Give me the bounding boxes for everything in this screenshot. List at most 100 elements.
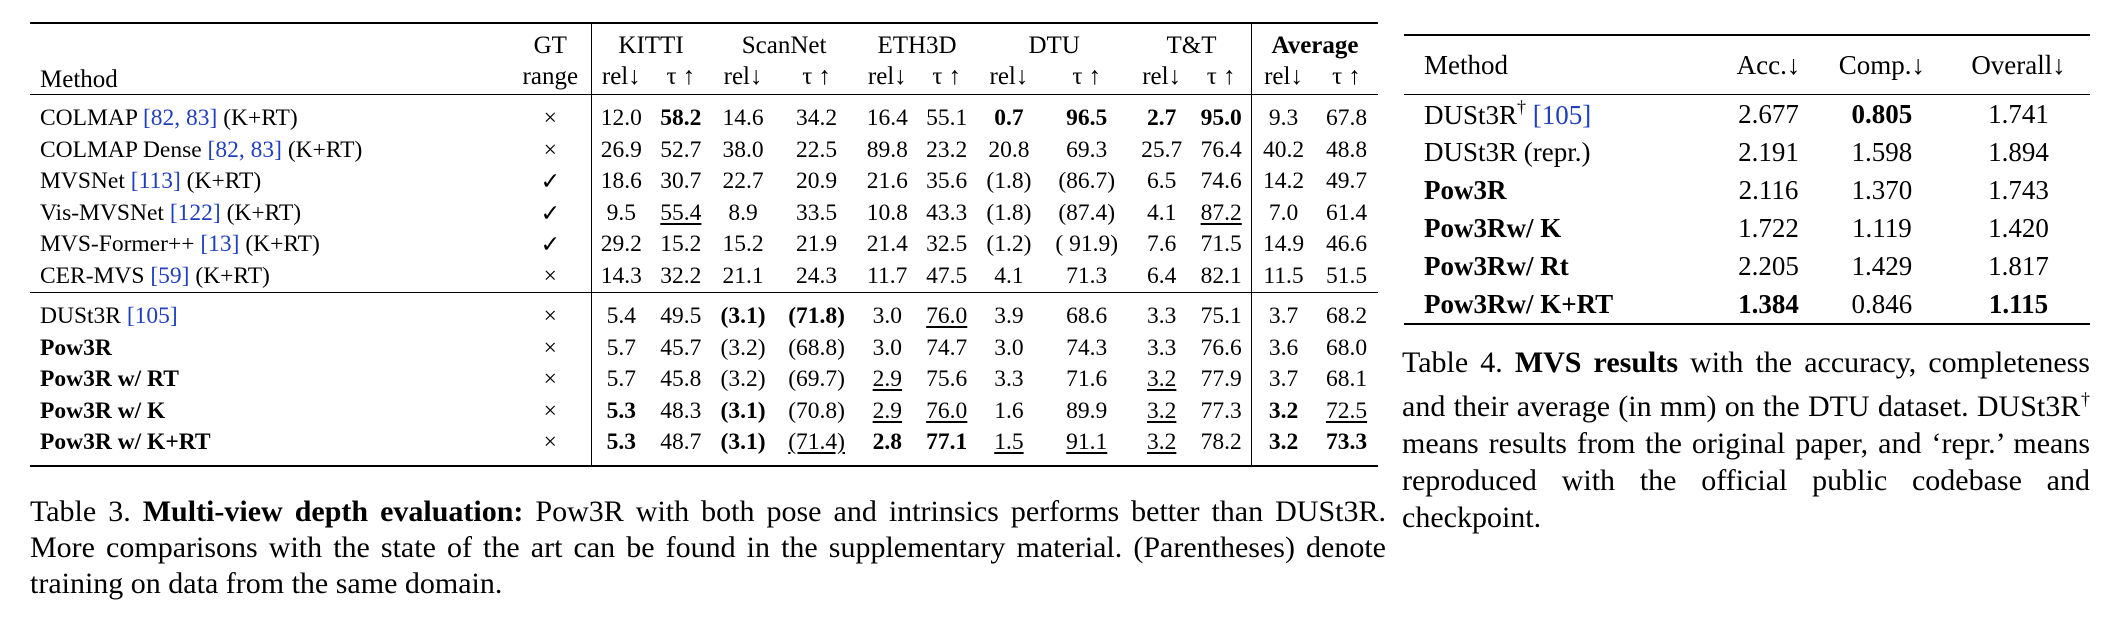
value-cell: 1.6 xyxy=(976,396,1041,428)
value: 45.8 xyxy=(660,366,702,393)
method-cell: Pow3Rw/ Rt xyxy=(1404,247,1720,285)
value-cell: 30.7 xyxy=(651,166,710,198)
value-cell: 5.3 xyxy=(590,395,652,427)
value-cell: 1.5 xyxy=(976,427,1042,467)
value-cell: 3.7 xyxy=(1251,364,1316,396)
dagger-mark: † xyxy=(1517,97,1527,117)
column-header: Method xyxy=(1404,34,1721,95)
caption-text: with the accuracy, completeness and thei… xyxy=(1402,346,2090,423)
value-cell: 89.8 xyxy=(858,135,917,167)
method-suffix: (K+RT) xyxy=(281,136,363,163)
value-cell: 1.894 xyxy=(1988,136,2049,167)
value-cell: 69.3 xyxy=(1041,135,1132,167)
caption-label: Table 4. xyxy=(1402,346,1515,379)
value-cell: 43.3 xyxy=(917,198,976,230)
value-cell: 3.2 xyxy=(1132,396,1191,428)
caption-bold: MVS results xyxy=(1514,346,1679,379)
method-cell: COLMAP [82, 83] (K+RT) xyxy=(30,94,511,135)
citation: [113] xyxy=(130,168,181,195)
table-row: DUSt3R [105] × 5.4 49.5 (3.1) (71.8) 3.0 76.0 3.… xyxy=(30,292,1378,333)
value: 68.6 xyxy=(1066,303,1108,330)
method-cell: MVS-Former++ [13] (K+RT) xyxy=(30,229,510,261)
value: 3.2 xyxy=(1146,366,1177,393)
value: 35.6 xyxy=(926,168,968,195)
value: 75.6 xyxy=(926,366,968,393)
value: (1.8) xyxy=(986,199,1032,226)
table-row: COLMAP Dense [82, 83] (K+RT) × 26.9 52.7 38.… xyxy=(30,134,1378,167)
value-cell: 3.7 xyxy=(1251,292,1316,333)
value: 11.5 xyxy=(1263,262,1304,289)
value-cell: 18.6 xyxy=(590,166,652,198)
method-name: Pow3R xyxy=(40,334,112,361)
value: 52.7 xyxy=(660,136,702,163)
value-cell: 3.3 xyxy=(1131,292,1192,333)
gt-range-cell: × xyxy=(543,397,557,424)
metric-tau-header: τ ↑ xyxy=(666,63,696,90)
value-cell: 22.5 xyxy=(776,135,858,167)
value-cell: 71.5 xyxy=(1191,229,1251,261)
value-cell: 5.7 xyxy=(590,332,652,364)
dagger-mark: † xyxy=(2080,389,2091,409)
value: 47.5 xyxy=(926,262,968,289)
value-cell: 26.9 xyxy=(590,134,652,166)
metric-tau-header: τ ↑ xyxy=(1206,63,1236,90)
value-cell: 3.0 xyxy=(858,333,917,365)
method-cell: Pow3Rw/ K xyxy=(1404,209,1720,247)
value-cell: 5.4 xyxy=(590,292,652,333)
value-cell: 15.2 xyxy=(711,229,776,261)
value-cell: 9.3 xyxy=(1251,94,1316,135)
value-cell: (1.8) xyxy=(976,198,1041,230)
header-row: Method Acc.↓ Comp.↓ Overall↓ xyxy=(1404,34,2090,95)
method-cell: Pow3R w/ K+RT xyxy=(30,427,511,467)
caption-label: Table 3. xyxy=(30,495,143,528)
value-cell: 1.598 xyxy=(1851,136,1913,167)
value: 71.6 xyxy=(1066,366,1108,393)
citation: [105] xyxy=(126,303,178,330)
dataset-header: DTU xyxy=(976,22,1132,60)
table-row: MVS-Former++ [13] (K+RT) ✓ 29.2 15.2 15.2 21.… xyxy=(30,229,1378,261)
method-name: Pow3Rw/ K+RT xyxy=(1424,288,1614,319)
value: 71.3 xyxy=(1066,262,1108,289)
value-cell: 77.9 xyxy=(1191,364,1251,396)
method-name: COLMAP Dense xyxy=(40,136,208,163)
value-cell: 14.3 xyxy=(590,260,652,293)
value: 3.3 xyxy=(994,366,1024,393)
value-cell: 67.8 xyxy=(1315,94,1378,135)
value: 76.0 xyxy=(926,397,968,424)
value: 33.5 xyxy=(796,199,838,226)
value: 1.6 xyxy=(994,397,1024,424)
gt-range-cell: ✓ xyxy=(540,169,561,196)
value-cell: 4.1 xyxy=(1132,198,1191,230)
method-name: Vis-MVSNet xyxy=(40,199,170,226)
value-cell: 33.5 xyxy=(776,198,858,230)
value-cell: 1.115 xyxy=(1947,285,2090,325)
value-cell: 82.1 xyxy=(1191,261,1251,293)
column-header: Overall↓ xyxy=(1947,34,2090,95)
method-cell: DUSt3R [105] xyxy=(30,292,511,333)
method-name: Pow3Rw/ Rt xyxy=(1424,250,1569,281)
value: 8.9 xyxy=(728,199,758,226)
value-cell: 55.4 xyxy=(651,198,710,230)
method-suffix: (K+RT) xyxy=(189,262,270,289)
value: 55.1 xyxy=(926,105,968,132)
value: 77.3 xyxy=(1200,397,1242,424)
value-cell: 3.3 xyxy=(1132,333,1191,365)
value-cell: (70.8) xyxy=(776,396,858,428)
value: 5.7 xyxy=(606,334,637,361)
value: (86.7) xyxy=(1058,168,1116,195)
value-cell: (1.8) xyxy=(976,166,1041,198)
value-cell: (3.1) xyxy=(711,396,776,428)
caption-bold: Multi-view depth evaluation: xyxy=(142,495,524,528)
value: 30.7 xyxy=(660,168,702,195)
value: 45.7 xyxy=(660,334,702,361)
value: 69.3 xyxy=(1066,136,1108,163)
column-header: Comp.↓ xyxy=(1816,34,1948,95)
value-cell: 5.7 xyxy=(590,364,652,396)
value: (3.1) xyxy=(720,397,766,424)
value-cell: 32.2 xyxy=(651,261,710,293)
value-cell: 48.3 xyxy=(651,396,710,428)
value-cell: 22.7 xyxy=(711,166,776,198)
value: 26.9 xyxy=(600,136,642,163)
value: (69.7) xyxy=(788,366,845,393)
value-cell: (69.7) xyxy=(776,364,858,396)
